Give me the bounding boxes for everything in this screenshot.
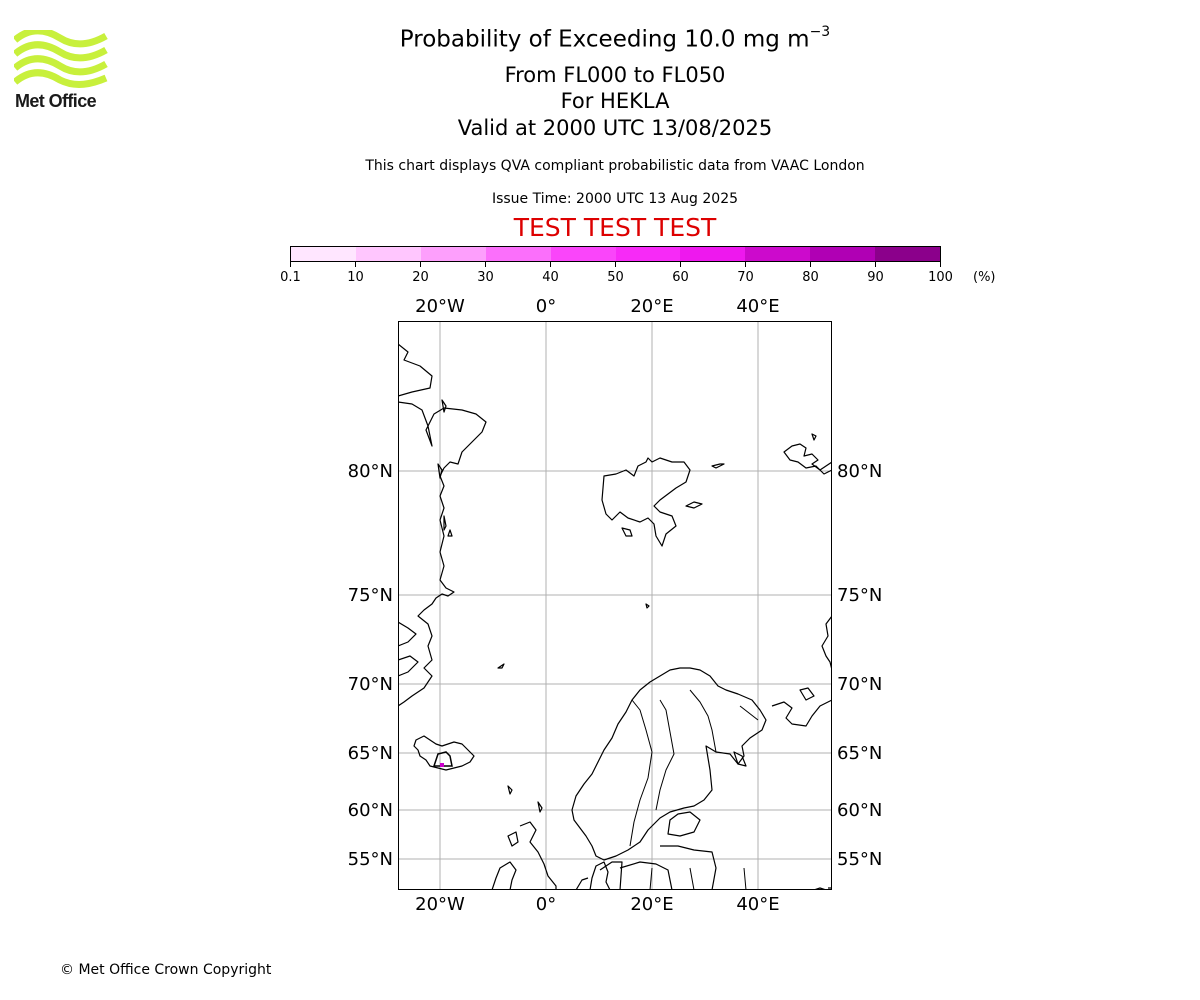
colorbar-cell	[745, 247, 811, 261]
greenland-coastline	[398, 343, 487, 707]
latitude-label-right: 65°N	[837, 743, 882, 764]
colorbar-tick	[355, 262, 356, 267]
colorbar-tick-label: 80	[802, 270, 819, 285]
longitude-label-top: 20°E	[630, 296, 673, 317]
map-area	[398, 321, 832, 890]
russia-coastline	[733, 687, 832, 767]
gridlines	[398, 321, 832, 890]
colorbar-tick	[680, 262, 681, 267]
country-borders	[629, 689, 759, 847]
colorbar-cell	[550, 247, 616, 261]
greenland-islands	[437, 399, 453, 537]
longitude-label-bottom: 20°W	[415, 894, 465, 915]
baltic-coastline	[599, 811, 717, 890]
copyright-footer: © Met Office Crown Copyright	[60, 962, 272, 978]
colorbar-tick-label: 70	[737, 270, 754, 285]
plume-probability-patch	[440, 763, 444, 767]
colorbar-tick	[550, 262, 551, 267]
longitude-label-bottom: 0°	[536, 894, 556, 915]
colorbar-tick	[485, 262, 486, 267]
latitude-label-right: 75°N	[837, 585, 882, 606]
colorbar-cell	[615, 247, 681, 261]
latitude-label-left: 55°N	[348, 849, 393, 870]
colorbar-tick	[875, 262, 876, 267]
scandinavia-coastline	[571, 667, 767, 861]
latitude-label-left: 75°N	[348, 585, 393, 606]
latitude-label-right: 80°N	[837, 461, 882, 482]
denmark-coastline	[575, 861, 611, 890]
longitude-label-top: 40°E	[736, 296, 779, 317]
colorbar-cell	[291, 247, 356, 261]
novaya-zemlya-coastline	[821, 615, 832, 671]
colorbar-tick-label: 10	[347, 270, 364, 285]
chart-title: Probability of Exceeding 10.0 mg m−3	[399, 24, 831, 53]
flight-level-range: From FL000 to FL050	[504, 63, 726, 87]
latitude-label-right: 55°N	[837, 849, 882, 870]
faroe-coastline	[507, 785, 513, 795]
plume-outline	[432, 751, 453, 767]
colorbar-unit: (%)	[973, 270, 996, 285]
latitude-label-right: 60°N	[837, 800, 882, 821]
latitude-label-right: 70°N	[837, 674, 882, 695]
logo-wordmark: Met Office	[15, 91, 97, 111]
colorbar-cell	[875, 247, 941, 261]
met-office-logo: Met Office	[14, 30, 108, 112]
colorbar-tick-label: 20	[412, 270, 429, 285]
colorbar-tick	[940, 262, 941, 267]
longitude-label-top: 20°W	[415, 296, 465, 317]
colorbar-tick-label: 100	[928, 270, 953, 285]
uk-ireland-coastline	[491, 801, 557, 890]
longitude-label-top: 0°	[536, 296, 556, 317]
colorbar-tick	[745, 262, 746, 267]
colorbar-tick-label: 60	[672, 270, 689, 285]
colorbar-cell	[355, 247, 421, 261]
probability-colorbar	[290, 246, 941, 262]
latitude-label-left: 80°N	[348, 461, 393, 482]
latitude-label-left: 60°N	[348, 800, 393, 821]
chart-note: This chart displays QVA compliant probab…	[365, 158, 865, 174]
test-banner: TEST TEST TEST	[513, 213, 717, 242]
svalbard-coastline	[601, 457, 725, 547]
colorbar-cell	[810, 247, 876, 261]
bear-island-coastline	[645, 603, 650, 609]
longitude-label-bottom: 20°E	[630, 894, 673, 915]
colorbar-tick-label: 30	[477, 270, 494, 285]
ash-plume	[432, 751, 453, 767]
colorbar-tick	[420, 262, 421, 267]
volcano-name: For HEKLA	[560, 89, 670, 113]
longitude-label-bottom: 40°E	[736, 894, 779, 915]
latitude-label-left: 70°N	[348, 674, 393, 695]
iceland-coastline	[413, 735, 475, 771]
colorbar-tick	[810, 262, 811, 267]
colorbar-tick	[615, 262, 616, 267]
met-office-wave-icon	[14, 30, 108, 88]
latitude-label-left: 65°N	[348, 743, 393, 764]
colorbar-cell	[680, 247, 746, 261]
map-frame	[398, 321, 832, 890]
colorbar-tick	[290, 262, 291, 267]
colorbar-cell	[420, 247, 486, 261]
colorbar-tick-label: 40	[542, 270, 559, 285]
issue-time: Issue Time: 2000 UTC 13 Aug 2025	[491, 191, 739, 207]
europe-borders	[649, 867, 747, 890]
colorbar-tick-label: 0.1	[280, 270, 301, 285]
franz-josef-land-coastline	[783, 433, 832, 475]
colorbar-tick-label: 90	[867, 270, 884, 285]
colorbar-cell	[485, 247, 551, 261]
valid-time: Valid at 2000 UTC 13/08/2025	[457, 116, 773, 140]
colorbar-tick-label: 50	[607, 270, 624, 285]
jan-mayen-coastline	[497, 663, 505, 669]
